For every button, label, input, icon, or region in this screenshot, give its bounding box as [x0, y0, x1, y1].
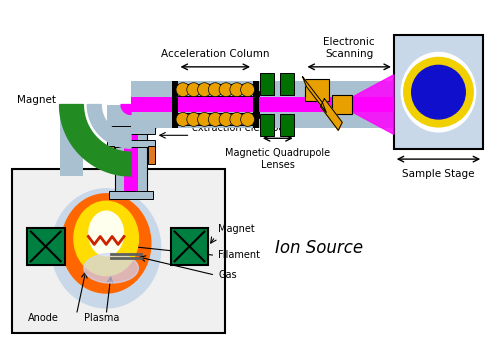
Bar	[280, 115, 293, 136]
Text: Filament: Filament	[218, 250, 260, 260]
Text: Electronic
Scanning: Electronic Scanning	[324, 37, 375, 59]
Bar	[176, 84, 255, 96]
Circle shape	[240, 112, 254, 126]
Bar	[107, 146, 114, 164]
Bar	[115, 129, 147, 194]
Ellipse shape	[402, 53, 475, 132]
Polygon shape	[320, 99, 342, 130]
Circle shape	[187, 112, 200, 126]
Text: Ion Source: Ion Source	[276, 239, 364, 257]
Circle shape	[230, 83, 244, 97]
Polygon shape	[121, 105, 131, 115]
Text: Magnetic Quadrupole
Lenses: Magnetic Quadrupole Lenses	[225, 148, 330, 170]
Ellipse shape	[52, 189, 160, 308]
Circle shape	[208, 83, 222, 97]
Bar	[260, 115, 274, 136]
Bar	[394, 35, 483, 149]
Ellipse shape	[62, 194, 151, 293]
Bar	[131, 112, 394, 128]
Bar	[253, 81, 259, 128]
Ellipse shape	[74, 201, 138, 276]
Bar	[170, 227, 208, 265]
Bar	[124, 129, 138, 194]
Polygon shape	[342, 75, 394, 134]
Bar	[176, 114, 255, 125]
Ellipse shape	[180, 100, 230, 108]
Text: Magnet: Magnet	[218, 225, 255, 235]
Polygon shape	[88, 105, 131, 148]
Circle shape	[219, 83, 233, 97]
Bar	[252, 97, 263, 112]
Text: Magnet: Magnet	[17, 95, 56, 105]
Bar	[304, 79, 330, 100]
Circle shape	[176, 83, 190, 97]
Bar	[172, 81, 177, 128]
Ellipse shape	[84, 253, 138, 283]
Circle shape	[240, 83, 254, 97]
Bar	[27, 227, 64, 265]
Circle shape	[187, 83, 200, 97]
Polygon shape	[60, 105, 131, 176]
Circle shape	[230, 112, 244, 126]
Bar	[107, 140, 155, 147]
Bar	[260, 73, 274, 95]
Bar	[109, 191, 153, 199]
Text: Sample Stage: Sample Stage	[402, 169, 474, 179]
Bar	[256, 91, 259, 118]
Text: Gas: Gas	[218, 270, 237, 280]
Bar	[12, 169, 225, 333]
Bar	[131, 81, 394, 97]
Text: Acceleration Column: Acceleration Column	[161, 49, 270, 59]
Circle shape	[404, 57, 473, 127]
Ellipse shape	[89, 211, 124, 256]
Circle shape	[208, 112, 222, 126]
Bar	[131, 81, 394, 128]
Circle shape	[176, 112, 190, 126]
Circle shape	[412, 65, 465, 119]
Bar	[107, 126, 155, 134]
Polygon shape	[302, 77, 326, 112]
Text: extraction electrode: extraction electrode	[192, 123, 291, 133]
Bar	[280, 73, 293, 95]
Text: Anode: Anode	[28, 313, 59, 323]
Text: Plasma: Plasma	[84, 313, 119, 323]
Bar	[332, 95, 352, 115]
Circle shape	[198, 112, 211, 126]
Circle shape	[198, 83, 211, 97]
Bar	[107, 105, 157, 129]
Circle shape	[219, 112, 233, 126]
Bar	[60, 107, 84, 176]
Bar	[148, 146, 155, 164]
Bar	[131, 97, 394, 112]
